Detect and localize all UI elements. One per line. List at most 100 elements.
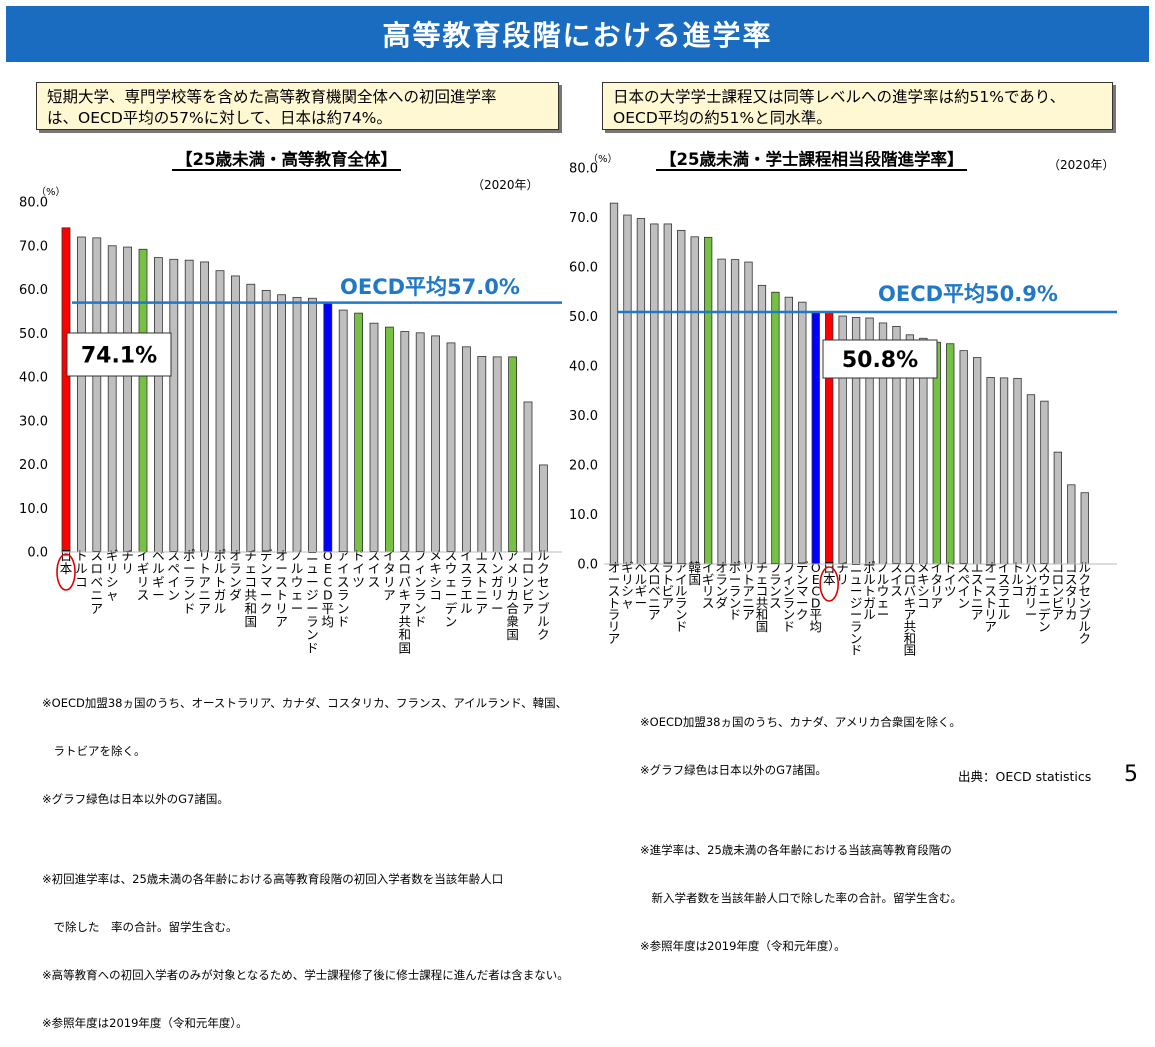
category-label-char: 本 <box>60 561 73 576</box>
category-label-char: ア <box>971 607 984 622</box>
category-label-char: イ <box>890 572 903 587</box>
category-label-char: 和 <box>756 607 769 622</box>
chart-year-right: （2020年） <box>1048 158 1115 172</box>
category-label-char: メ <box>506 561 519 576</box>
category-label-char: タ <box>1065 584 1078 599</box>
category-label-char: デ <box>1038 607 1051 622</box>
summary-line: 日本の大学学士課程又は同等レベルへの進学率は約51%であり、 <box>613 88 1066 106</box>
bar <box>369 322 379 553</box>
category-label-char: ニ <box>198 588 211 603</box>
category-label-char: コ <box>1011 584 1024 599</box>
category-label-char: ベ <box>648 584 661 599</box>
category-label-char: ル <box>1078 619 1091 634</box>
y-tick-label: 20.0 <box>569 459 598 474</box>
category-label-char: ト <box>608 595 621 610</box>
category-label-char: ニ <box>971 595 984 610</box>
category-label-char: キ <box>917 572 930 587</box>
japan-label-circle <box>56 553 76 591</box>
category-label-char: ラ <box>715 572 728 587</box>
bar <box>307 297 317 553</box>
bar <box>461 346 471 553</box>
category-label-char: ス <box>984 584 997 599</box>
bar <box>959 350 968 565</box>
category-label-char: マ <box>796 584 809 599</box>
category-label-char: ガ <box>1025 584 1038 599</box>
category-label-char: コ <box>75 574 88 589</box>
y-tick-label: 30.0 <box>569 409 598 424</box>
category-label-char: ン <box>229 574 242 589</box>
category-label-char: ニ <box>648 595 661 610</box>
y-tick-label: 0.0 <box>577 558 598 573</box>
category-label-char: バ <box>904 584 917 599</box>
bar <box>246 283 256 553</box>
category-label-char: ル <box>635 572 648 587</box>
category-label-char: ス <box>608 584 621 599</box>
bar <box>730 259 740 565</box>
category-label-char: ク <box>260 601 273 616</box>
category-label-char: 国 <box>904 643 917 658</box>
category-label-char: ラ <box>306 614 319 629</box>
category-label-char: ロ <box>1052 572 1065 587</box>
bar <box>757 284 767 565</box>
bar <box>784 296 793 565</box>
category-label-char: 国 <box>688 572 701 587</box>
category-label-char: ビ <box>522 588 535 603</box>
category-label-char: 均 <box>322 614 335 629</box>
category-label-char: ラ <box>229 561 242 576</box>
bar <box>261 289 271 553</box>
category-label-char: ア <box>1052 607 1065 622</box>
category-label-char: ー <box>984 572 997 587</box>
category-label-char: ト <box>984 595 997 610</box>
category-label-char: ス <box>769 595 782 610</box>
category-label-char: ニ <box>742 595 755 610</box>
bar <box>1067 484 1076 565</box>
category-label-char: ル <box>675 584 688 599</box>
bar <box>230 275 240 553</box>
category-label-char: ン <box>1078 595 1091 610</box>
category-label-char: ラ <box>414 588 427 603</box>
category-label-char: ト <box>742 572 755 587</box>
category-label-char: ア <box>662 595 675 610</box>
category-label-char: イ <box>352 561 365 576</box>
category-label-char: カ <box>1065 607 1078 622</box>
footnote-line: ※高等教育への初回入学者のみが対象となるため、学士課程修了後に修士課程に進んだ者… <box>42 968 569 982</box>
bar <box>704 236 713 565</box>
category-label-char: ラ <box>850 619 863 634</box>
category-label-char: ン <box>796 572 809 587</box>
category-label-char: ラ <box>460 574 473 589</box>
category-label-char: イ <box>675 572 688 587</box>
bar <box>77 236 86 553</box>
category-label-char: ル <box>291 561 304 576</box>
category-label-char: 合 <box>506 601 519 616</box>
chart-year-left: （2020年） <box>472 178 539 192</box>
category-label-char: ン <box>715 584 728 599</box>
category-label-char: ラ <box>183 574 196 589</box>
category-label-char: ン <box>675 607 688 622</box>
source-credit: 出典：OECD statistics <box>958 769 1092 784</box>
bar <box>1080 492 1089 565</box>
category-label-char: ト <box>662 572 675 587</box>
y-tick-label: 10.0 <box>569 508 598 523</box>
category-label-char: ウ <box>445 561 458 576</box>
category-label-char: ベ <box>91 574 104 589</box>
category-label-char: キ <box>399 588 412 603</box>
bar <box>717 258 726 565</box>
category-label-char: ク <box>537 627 550 642</box>
category-label-char: ス <box>460 561 473 576</box>
category-label-char: リ <box>621 572 634 587</box>
category-label-char: ア <box>399 601 412 616</box>
category-label-char: ラ <box>769 572 782 587</box>
category-label-char: ド <box>183 601 196 616</box>
category-label-char: ス <box>337 574 350 589</box>
footnote-line: ※OECD加盟38ヵ国のうち、カナダ、アメリカ合衆国を除く。 <box>640 715 961 729</box>
category-label-char: ス <box>890 584 903 599</box>
category-label-char: ェ <box>245 561 258 576</box>
category-label-char: エ <box>998 595 1011 610</box>
category-label-char: ト <box>971 584 984 599</box>
bar <box>61 227 71 553</box>
y-tick-label: 80.0 <box>569 162 598 177</box>
category-label-char: ス <box>476 561 489 576</box>
category-label-char: D <box>811 595 821 610</box>
bar <box>986 376 995 565</box>
category-label-char: ル <box>75 561 88 576</box>
